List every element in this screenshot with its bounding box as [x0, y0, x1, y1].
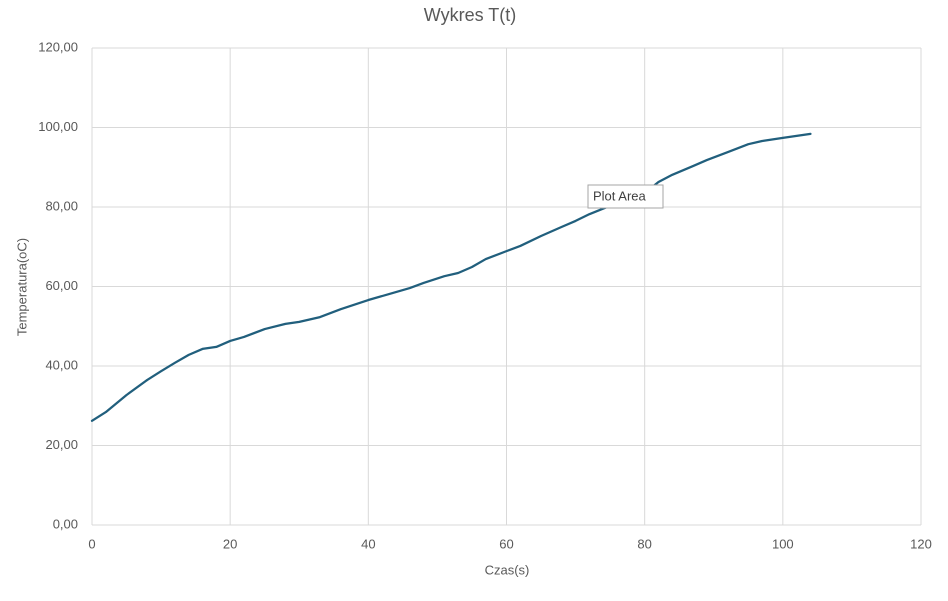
y-tick-label: 60,00 — [45, 278, 78, 293]
y-tick-label: 120,00 — [38, 39, 78, 54]
x-tick-label: 120 — [910, 536, 932, 551]
x-tick-label: 80 — [637, 536, 651, 551]
x-tick-label: 40 — [361, 536, 375, 551]
tooltip: Plot Area — [587, 184, 664, 209]
x-tick-label: 100 — [772, 536, 794, 551]
y-tick-label: 40,00 — [45, 357, 78, 372]
x-tick-label: 20 — [223, 536, 237, 551]
x-tick-label: 60 — [499, 536, 513, 551]
data-line — [90, 132, 812, 422]
y-tick-label: 100,00 — [38, 119, 78, 134]
y-tick-label: 80,00 — [45, 198, 78, 213]
tooltip-box — [587, 184, 664, 209]
y-tick-label: 0,00 — [53, 516, 78, 531]
y-axis-title: Temperatura(oC) — [14, 238, 29, 336]
grid: 0,00 20,00 40,00 60,00 80,00 100,00 120,00 0 20 4… — [38, 39, 932, 551]
y-tick-label: 20,00 — [45, 437, 78, 452]
plot — [90, 132, 812, 422]
x-tick-label: 0 — [88, 536, 95, 551]
tooltip-text: Plot Area — [593, 188, 647, 203]
x-axis-title: Czas(s) — [485, 562, 530, 577]
chart-title: Wykres T(t) — [424, 5, 517, 25]
